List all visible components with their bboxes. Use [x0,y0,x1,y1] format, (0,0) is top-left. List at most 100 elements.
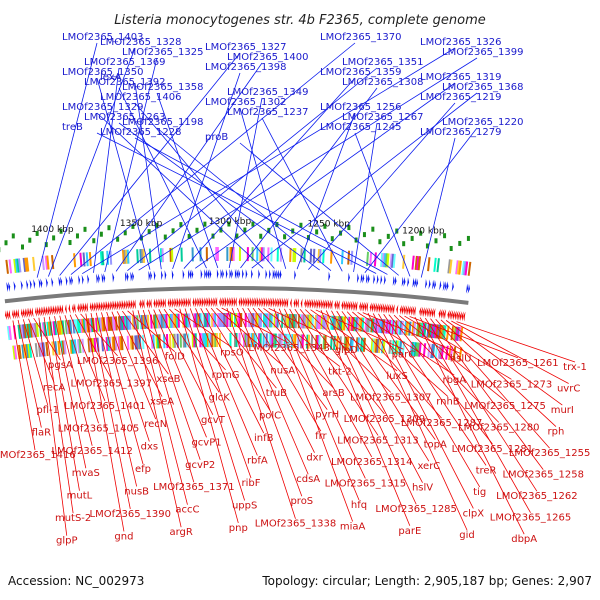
reverse-gene-label: arsB [322,388,344,399]
forward-gene-arrow [407,277,410,288]
reverse-gene-arrow [371,302,374,313]
reverse-gene-arrow [116,300,119,311]
reverse-cog-bar [127,315,130,330]
reverse-cog-bar [23,324,28,339]
reverse-cog-bar-outer [377,338,382,354]
reverse-gene-arrow [72,303,75,314]
reverse-gene-label: LMOf2365_1405 [58,423,140,434]
reverse-gene-arrow [320,299,322,310]
reverse-gene-arrow [321,299,324,310]
reverse-label-line [148,309,201,460]
reverse-gene-label: mutS-2 [55,513,91,524]
forward-cog-bar [13,258,17,273]
forward-gene-arrow [45,277,48,288]
forward-gene-arrow [294,270,296,281]
reverse-label-line [445,320,563,406]
reverse-gene-arrow [452,310,455,321]
reverse-cog-bar [367,318,371,333]
reverse-cog-bar [26,323,31,338]
reverse-cog-bar-outer [346,336,350,351]
forward-gene-arrow [69,275,72,286]
reverse-gene-arrow [355,301,358,312]
reverse-gene-label: cdsA [296,474,320,485]
gc-marker [371,226,375,232]
reverse-gene-arrow [226,297,228,308]
reverse-gene-arrow [438,308,441,319]
reverse-label-line [221,307,290,344]
forward-label-line [239,142,399,276]
reverse-cog-bar [107,316,111,331]
forward-cog-bar [447,259,451,274]
forward-label-line [104,57,158,273]
reverse-gene-arrow [412,305,415,316]
gc-marker [171,228,175,234]
reverse-cog-bar [6,326,11,341]
forward-gene-label: LMOf2365_1263 [84,112,166,123]
reverse-cog-bar [128,315,132,330]
reverse-cog-bar-outer [61,340,66,355]
reverse-cog-bar-outer [78,339,82,354]
reverse-cog-bar [309,314,313,329]
reverse-label-line [409,316,518,359]
forward-gene-label: LMOf2365_1198 [122,117,204,128]
forward-label-line [93,67,120,273]
forward-gene-arrow [446,281,449,292]
forward-gene-arrow [51,277,54,288]
reverse-gene-arrow [399,304,402,315]
reverse-label-line [346,311,442,419]
reverse-cog-bar-outer [431,344,436,359]
reverse-cog-bar [84,318,88,333]
reverse-gene-arrow [183,297,186,308]
reverse-cog-bar-outer [316,335,320,350]
forward-label-line [48,47,136,277]
reverse-label-line [132,310,182,528]
forward-gene-label: LMOf2365_1228 [100,127,182,138]
forward-gene-arrow [96,273,99,284]
reverse-label-line [210,307,277,389]
reverse-label-line [430,318,544,470]
reverse-cog-bar [29,323,34,338]
scale-tick-label: 1250 kbp [308,219,351,229]
forward-gene-arrow [365,273,368,284]
reverse-label-line [414,316,525,535]
forward-gene-arrow [101,273,104,284]
reverse-gene-arrow [84,302,87,313]
reverse-gene-arrow [95,301,97,312]
forward-gene-arrow [467,283,470,294]
reverse-gene-arrow [132,299,135,310]
reverse-gene-arrow [286,297,289,308]
reverse-cog-bar [146,314,150,329]
reverse-cog-bar [58,320,62,335]
forward-gene-label: proB [205,132,228,143]
reverse-gene-arrow [162,298,165,309]
reverse-label-line [174,308,233,348]
reverse-gene-arrow [169,297,172,308]
reverse-cog-bar-outer [452,346,457,361]
forward-label-line [296,112,356,270]
reverse-gene-label: tkt-2 [328,367,352,378]
reverse-gene-arrow [378,302,381,313]
reverse-gene-arrow [38,306,41,317]
forward-gene-label: LMOf2365_1256 [320,102,402,113]
reverse-gene-label: argR [169,527,192,538]
reverse-label-line [169,308,226,371]
reverse-gene-label: dxs [141,442,158,453]
reverse-cog-bar-outer [310,334,314,349]
reverse-gene-arrow [369,302,372,313]
gc-marker [219,227,223,233]
reverse-gene-label: folD [165,352,185,363]
forward-gene-arrow [78,274,81,285]
reverse-gene-label: gid [459,530,474,541]
reverse-gene-arrow [387,303,390,314]
reverse-gene-arrow [266,297,269,308]
forward-cog-bar [14,258,19,273]
reverse-gene-arrow [109,300,112,311]
forward-cog-bar [25,257,30,272]
reverse-gene-label: uvrC [557,384,580,395]
reverse-cog-bar [75,319,79,334]
reverse-cog-bar [302,314,305,329]
reverse-cog-bar-outer [395,340,400,355]
gc-marker [378,239,382,245]
reverse-gene-arrow [337,300,340,311]
reverse-gene-arrow [390,303,393,314]
